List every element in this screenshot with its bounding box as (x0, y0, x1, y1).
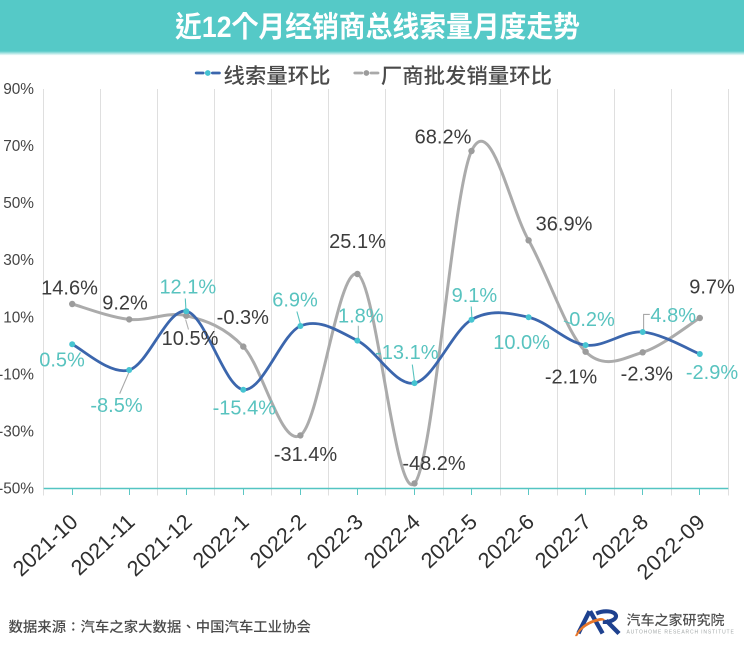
svg-text:2021-12: 2021-12 (122, 509, 197, 581)
svg-text:AUTOHOME RESEARCH INSTITUTE: AUTOHOME RESEARCH INSTITUTE (627, 630, 735, 636)
svg-text:50%: 50% (3, 195, 34, 212)
svg-text:-48.2%: -48.2% (402, 453, 466, 475)
svg-text:10%: 10% (3, 309, 34, 326)
svg-text:0.2%: 0.2% (569, 309, 615, 331)
svg-text:10.5%: 10.5% (162, 328, 219, 350)
svg-text:12.1%: 12.1% (159, 277, 216, 299)
svg-text:-2.3%: -2.3% (621, 364, 673, 386)
svg-text:2022-2: 2022-2 (245, 509, 311, 573)
svg-text:2021-10: 2021-10 (8, 509, 83, 581)
svg-text:10.0%: 10.0% (493, 332, 550, 354)
svg-text:36.9%: 36.9% (536, 213, 593, 235)
svg-text:4.8%: 4.8% (650, 305, 696, 327)
svg-text:2022-6: 2022-6 (473, 509, 539, 573)
svg-text:9.2%: 9.2% (102, 293, 148, 315)
svg-text:-2.9%: -2.9% (686, 362, 738, 384)
svg-text:2022-5: 2022-5 (416, 509, 482, 573)
svg-text:-50%: -50% (0, 481, 34, 498)
svg-text:-10%: -10% (0, 367, 34, 384)
svg-text:90%: 90% (3, 81, 34, 98)
svg-text:25.1%: 25.1% (329, 231, 386, 253)
svg-text:2022-3: 2022-3 (302, 509, 368, 573)
svg-text:0.5%: 0.5% (39, 350, 85, 372)
svg-text:-2.1%: -2.1% (545, 367, 597, 389)
svg-text:-13.1%: -13.1% (375, 342, 439, 364)
svg-text:9.7%: 9.7% (689, 277, 735, 299)
svg-text:68.2%: 68.2% (415, 126, 472, 148)
svg-text:2022-1: 2022-1 (187, 509, 253, 573)
svg-text:-8.5%: -8.5% (90, 395, 142, 417)
svg-text:1.8%: 1.8% (338, 306, 384, 328)
svg-text:-31.4%: -31.4% (274, 444, 338, 466)
svg-text:-30%: -30% (0, 424, 34, 441)
svg-text:-0.3%: -0.3% (217, 307, 269, 329)
svg-text:-15.4%: -15.4% (213, 397, 277, 419)
svg-text:6.9%: 6.9% (272, 290, 318, 312)
svg-text:14.6%: 14.6% (41, 278, 98, 300)
svg-text:2022-4: 2022-4 (359, 509, 425, 573)
svg-text:70%: 70% (3, 138, 34, 155)
svg-text:2022-7: 2022-7 (530, 509, 596, 573)
svg-text:30%: 30% (3, 252, 34, 269)
svg-text:9.1%: 9.1% (452, 285, 498, 307)
